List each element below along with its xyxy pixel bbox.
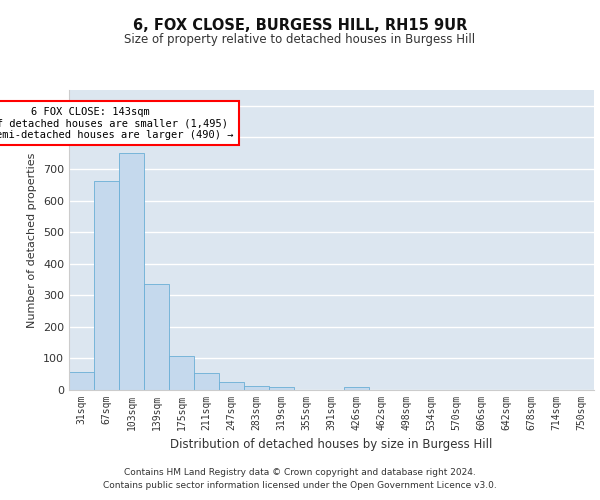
Text: 6, FOX CLOSE, BURGESS HILL, RH15 9UR: 6, FOX CLOSE, BURGESS HILL, RH15 9UR — [133, 18, 467, 32]
Bar — [169, 356, 194, 390]
Text: 6 FOX CLOSE: 143sqm
← 75% of detached houses are smaller (1,495)
25% of semi-det: 6 FOX CLOSE: 143sqm ← 75% of detached ho… — [0, 106, 234, 140]
Bar — [219, 382, 244, 390]
Bar — [244, 386, 269, 390]
Text: Contains public sector information licensed under the Open Government Licence v3: Contains public sector information licen… — [103, 482, 497, 490]
Text: Contains HM Land Registry data © Crown copyright and database right 2024.: Contains HM Land Registry data © Crown c… — [124, 468, 476, 477]
Bar — [194, 372, 219, 390]
Text: Size of property relative to detached houses in Burgess Hill: Size of property relative to detached ho… — [124, 32, 476, 46]
Bar — [69, 372, 94, 390]
Y-axis label: Number of detached properties: Number of detached properties — [28, 152, 37, 328]
Bar — [119, 153, 144, 390]
Bar — [344, 388, 369, 390]
X-axis label: Distribution of detached houses by size in Burgess Hill: Distribution of detached houses by size … — [170, 438, 493, 452]
Bar — [144, 284, 169, 390]
Bar — [269, 387, 294, 390]
Bar — [94, 180, 119, 390]
